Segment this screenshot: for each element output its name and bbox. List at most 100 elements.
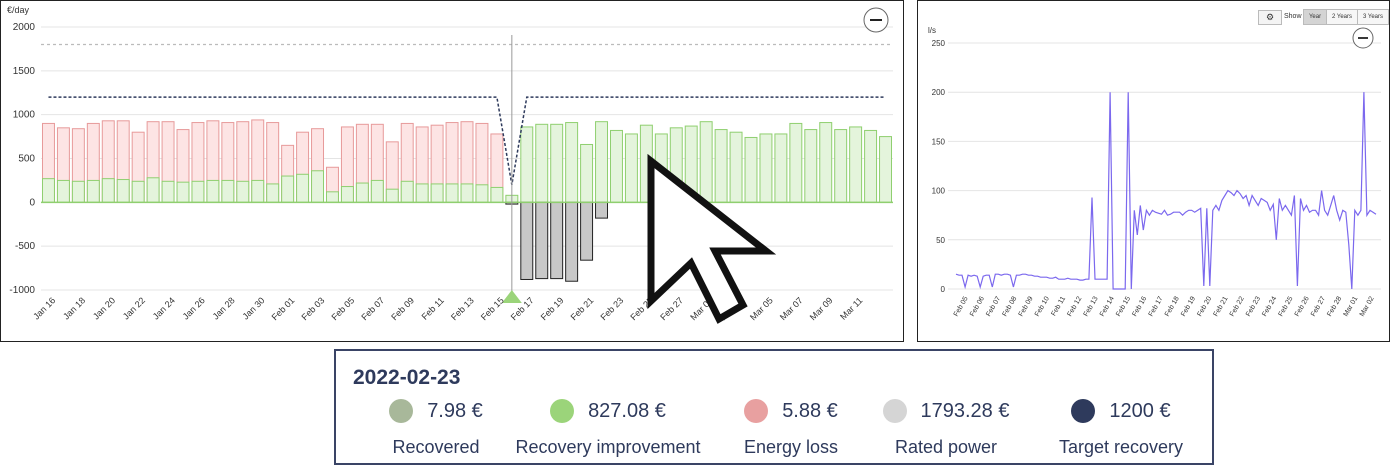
recovery-improvement-bar xyxy=(744,136,758,203)
x-tick-label: Feb 19 xyxy=(1180,295,1197,317)
recovered-bar xyxy=(311,170,325,203)
recovery-improvement-bar xyxy=(774,133,788,203)
x-tick-label: Feb 07 xyxy=(985,295,1002,317)
range-button-year[interactable]: Year xyxy=(1303,9,1327,25)
negative-recovery-bar xyxy=(565,201,579,282)
x-tick-label: Jan 28 xyxy=(211,295,237,321)
data-tooltip: 2022-02-23 7.98 € Recovered 827.08 € Rec… xyxy=(334,349,1214,465)
recovery-improvement-bar xyxy=(580,143,594,203)
y-tick-label: 2000 xyxy=(13,22,36,33)
x-tick-label: Jan 20 xyxy=(91,295,117,321)
rated-power-value: 1793.28 € xyxy=(920,399,1010,422)
x-tick-label: Feb 19 xyxy=(539,295,566,322)
rated-power-dot-icon xyxy=(882,399,907,423)
recovery-improvement-label: Recovery improvement xyxy=(515,437,701,457)
recovery-improvement-bar xyxy=(520,126,534,203)
x-tick-label: Feb 13 xyxy=(449,295,476,322)
recovery-improvement-bar xyxy=(879,136,893,203)
target-recovery-dot-icon xyxy=(1071,399,1096,423)
recovery-improvement-bar xyxy=(849,126,863,203)
target-recovery-line xyxy=(48,96,886,185)
recovered-bar xyxy=(206,179,220,203)
x-tick-label: Feb 11 xyxy=(1050,295,1067,317)
recovery-improvement-bar xyxy=(565,122,579,203)
target-recovery-value: 1200 € xyxy=(1109,399,1171,422)
x-tick-label: Jan 22 xyxy=(121,295,147,321)
recovered-bar xyxy=(251,179,265,203)
recovered-bar xyxy=(400,180,414,203)
energy-loss-dot-icon xyxy=(744,399,769,423)
x-tick-label: Feb 21 xyxy=(1213,295,1230,317)
x-tick-label: Feb 05 xyxy=(953,295,970,317)
settings-button[interactable]: ⚙ xyxy=(1258,10,1282,25)
recovered-bar xyxy=(430,183,444,203)
x-tick-label: Feb 01 xyxy=(270,295,297,322)
recovered-bar xyxy=(116,179,130,203)
range-button-3-years[interactable]: 3 Years xyxy=(1357,9,1389,25)
x-tick-label: Feb 03 xyxy=(300,295,327,322)
recovery-improvement-bar xyxy=(834,129,848,203)
recovered-bar xyxy=(355,182,369,203)
show-label: Show xyxy=(1284,13,1302,20)
recovery-improvement-dot-icon xyxy=(550,399,575,423)
x-tick-label: Feb 22 xyxy=(1229,295,1246,317)
x-tick-label: Jan 24 xyxy=(151,295,177,321)
x-tick-label: Mar 05 xyxy=(748,295,775,322)
recovered-bar xyxy=(191,180,205,203)
recovered-bar xyxy=(370,179,384,203)
range-button-2-years[interactable]: 2 Years xyxy=(1326,9,1358,25)
x-tick-label: Feb 06 xyxy=(969,295,986,317)
recovered-bar xyxy=(385,188,399,203)
y-tick-label: -1000 xyxy=(9,285,35,296)
flow-series-line xyxy=(955,92,1377,290)
recovered-bar xyxy=(340,186,354,203)
recovery-improvement-bar xyxy=(550,123,564,203)
x-tick-label: Mar 02 xyxy=(1359,295,1376,317)
legend-energy-loss: 5.88 € Energy loss xyxy=(731,395,851,458)
recovered-bar xyxy=(41,178,55,203)
x-tick-label: Feb 05 xyxy=(329,295,356,322)
recovery-improvement-bar xyxy=(624,133,638,203)
recovered-bar xyxy=(490,186,504,203)
recovery-improvement-bar xyxy=(819,122,833,203)
recovery-improvement-bar xyxy=(864,129,878,203)
recovered-bar xyxy=(460,183,474,203)
x-tick-label: Feb 28 xyxy=(1326,295,1343,317)
recovery-improvement-bar xyxy=(804,129,818,203)
y-tick-label: 200 xyxy=(932,88,946,97)
x-tick-label: Mar 09 xyxy=(808,295,835,322)
y-tick-label: 1000 xyxy=(13,110,36,121)
y-tick-label: 1500 xyxy=(13,66,36,77)
x-tick-label: Feb 27 xyxy=(1310,295,1327,317)
recovered-bar xyxy=(415,183,429,203)
recovery-improvement-bar xyxy=(699,121,713,203)
recovered-bar xyxy=(71,180,85,203)
y-tick-label: 0 xyxy=(941,285,946,294)
recovered-bar xyxy=(131,180,145,203)
recovered-bar xyxy=(56,179,70,203)
gear-icon: ⚙ xyxy=(1265,12,1275,22)
y-tick-label: 50 xyxy=(936,236,945,245)
recovered-bar xyxy=(86,179,100,203)
negative-recovery-bar xyxy=(580,201,594,261)
x-tick-label: Feb 08 xyxy=(1001,295,1018,317)
x-tick-label: Feb 09 xyxy=(1018,295,1035,317)
y-axis-label: l/s xyxy=(928,26,936,35)
x-tick-label: Mar 01 xyxy=(1343,295,1360,317)
x-tick-label: Feb 18 xyxy=(1164,295,1181,317)
y-axis-label: €/day xyxy=(7,5,30,15)
x-tick-label: Feb 23 xyxy=(598,295,625,322)
y-tick-label: 500 xyxy=(18,154,35,165)
energy-loss-value: 5.88 € xyxy=(782,399,838,422)
x-tick-label: Feb 12 xyxy=(1066,295,1083,317)
x-tick-label: Feb 13 xyxy=(1083,295,1100,317)
target-recovery-label: Target recovery xyxy=(1058,437,1184,457)
recovered-bar xyxy=(101,178,115,203)
recovered-bar xyxy=(445,183,459,203)
recovery-improvement-bar xyxy=(789,122,803,203)
recovered-bar xyxy=(146,177,160,203)
x-tick-label: Jan 26 xyxy=(181,295,207,321)
recovered-label: Recovered xyxy=(392,437,480,457)
